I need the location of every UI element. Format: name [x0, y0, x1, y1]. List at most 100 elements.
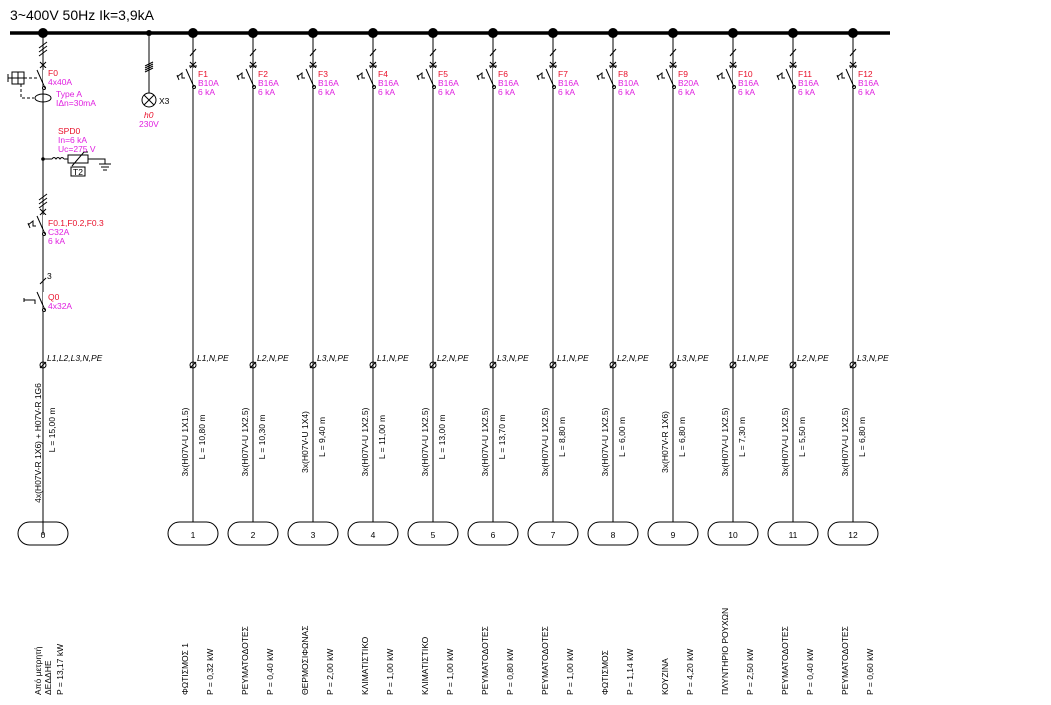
phases: L3,N,PE	[317, 353, 349, 363]
circuit-description: ΚΛΙΜΑΤΙΣΤΙΚΟ	[360, 636, 370, 695]
cable-type: 3x(H07V-U 1X2.5)	[420, 407, 430, 476]
phases: L1,N,PE	[377, 353, 409, 363]
main-cable: 4x(H07V-R 1X6) + H07V-R 1G6	[33, 383, 43, 503]
spd-in: In=6 kA	[58, 135, 87, 145]
disconnector-x-icon	[849, 61, 857, 69]
pole-tick-icon	[729, 48, 737, 57]
rcd-type: Type A	[56, 89, 82, 99]
mcb-switch-icon	[416, 68, 435, 88]
cable-type: 3x(H07V-U 1X2.5)	[240, 407, 250, 476]
lamp-icon	[141, 92, 157, 108]
circuit-power: P = 2,00 kW	[325, 649, 335, 695]
breaker-id: F11	[798, 69, 812, 79]
cable-length: L = 11,00 m	[377, 415, 387, 459]
circuit-number: 6	[491, 530, 496, 540]
lamp-ref: X3	[159, 96, 170, 106]
phases: L1,N,PE	[737, 353, 769, 363]
pole-tick-icon	[189, 48, 197, 57]
circuit-number-badge	[587, 521, 639, 546]
cable-length: L = 13,70 m	[497, 415, 507, 460]
cable-ticks-icon	[38, 193, 48, 209]
cable-length: L = 7,30 m	[737, 417, 747, 457]
cable-ticks-icon	[38, 41, 48, 57]
breaker-id: F8	[618, 69, 628, 79]
isolator-switch-icon	[23, 291, 46, 311]
circuit-power: P = 0,80 kW	[505, 649, 515, 695]
q0-id: Q0	[48, 292, 60, 302]
mcb-switch-icon	[356, 68, 375, 88]
circuit-number: 8	[611, 530, 616, 540]
circuit-description: ΡΕΥΜΑΤΟΔΟΤΕΣ	[540, 626, 550, 695]
cable-type: 3x(H07V-U 1X2.5)	[840, 407, 850, 476]
circuit-number: 11	[789, 530, 798, 540]
mcb-switch-icon	[27, 215, 46, 235]
rcd-sensitivity: IΔn=30mA	[56, 98, 96, 108]
indicator-lamp: X3 h0 230V	[139, 30, 170, 129]
circuit-number: 4	[371, 530, 376, 540]
circuit-power: P = 1,00 kW	[565, 649, 575, 695]
cable-length: L = 6,80 m	[857, 417, 867, 457]
phases: L2,N,PE	[257, 353, 289, 363]
spd-coil-icon	[43, 157, 68, 160]
cable-type: 3x(H07V-U 1X1.5)	[180, 407, 190, 476]
terminal-icon	[789, 361, 797, 369]
main-phases: L1,L2,L3,N,PE	[47, 353, 103, 363]
rcd-sensor-icon	[34, 93, 52, 103]
disconnector-x-icon	[249, 61, 257, 69]
cable-type: 3x(H07V-U 1X2.5)	[780, 407, 790, 476]
breaker-id: F5	[438, 69, 448, 79]
circuit-description: ΡΕΥΜΑΤΟΔΟΤΕΣ	[240, 626, 250, 695]
poles-count: 3	[47, 271, 52, 281]
pole-tick-icon	[369, 48, 377, 57]
breaker-rating: B16A	[378, 78, 399, 88]
earth-icon	[71, 151, 111, 171]
terminal-icon	[729, 361, 737, 369]
cable-length: L = 10,80 m	[197, 415, 207, 460]
cable-type: 3x(H07V-U 1X2.5)	[360, 407, 370, 476]
circuit-power: P = 4,20 kW	[685, 649, 695, 695]
breaker-rating: B16A	[558, 78, 579, 88]
phases: L2,N,PE	[437, 353, 469, 363]
circuit-description: ΚΟΥΖΙΝΑ	[660, 658, 670, 695]
mcb-switch-icon	[836, 68, 855, 88]
mcb-switch-icon	[596, 68, 615, 88]
cable-length: L = 5,50 m	[797, 417, 807, 457]
main-power: P = 13,17 kW	[55, 644, 65, 695]
mcb-switch-icon	[476, 68, 495, 88]
disconnector-x-icon	[39, 61, 47, 69]
breaker-rating: B10A	[618, 78, 639, 88]
circuit-number-badge	[17, 521, 69, 546]
phases: L3,N,PE	[677, 353, 709, 363]
breaker-ik: 6 kA	[618, 87, 635, 97]
terminal-icon	[249, 361, 257, 369]
spd-class-box	[70, 166, 86, 177]
circuit-number-badge	[287, 521, 339, 546]
rcbo-switch-icon	[36, 68, 46, 89]
breaker-rating: B10A	[198, 78, 219, 88]
disconnector-x-icon	[429, 61, 437, 69]
terminal-icon	[549, 361, 557, 369]
circuit-description: ΠΛΥΝΤΗΡΙΟ ΡΟΥΧΩΝ	[720, 608, 730, 695]
circuit-number: 9	[671, 530, 676, 540]
breaker-rating: B16A	[798, 78, 819, 88]
mcb-switch-icon	[536, 68, 555, 88]
cable-type: 3x(H07V-U 1X2.5)	[600, 407, 610, 476]
disconnector-x-icon	[789, 61, 797, 69]
breaker-id: F7	[558, 69, 568, 79]
circuit-number-badge	[827, 521, 879, 546]
breaker-ik: 6 kA	[858, 87, 875, 97]
disconnector-x-icon	[309, 61, 317, 69]
circuit-description: ΦΩΤΙΣΜΟΣ	[600, 650, 610, 695]
mcb-switch-icon	[656, 68, 675, 88]
disconnector-x-icon	[369, 61, 377, 69]
breaker-rating: B16A	[858, 78, 879, 88]
circuit-power: P = 0,32 kW	[205, 649, 215, 695]
pole-tick-icon	[249, 48, 257, 57]
